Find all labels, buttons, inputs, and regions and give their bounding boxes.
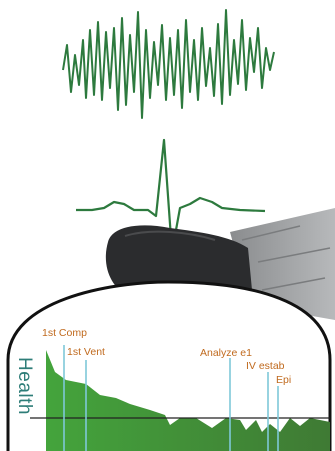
event-label-iv-estab: IV estab bbox=[246, 360, 285, 372]
health-area bbox=[46, 350, 330, 451]
event-label-1st-comp: 1st Comp bbox=[42, 327, 87, 339]
ecg-waveform bbox=[76, 138, 266, 254]
event-label-analyze: Analyze e1 bbox=[200, 347, 252, 359]
event-label-epi: Epi bbox=[276, 374, 292, 386]
event-label-1st-vent: 1st Vent bbox=[67, 346, 105, 358]
vfib-waveform bbox=[62, 9, 275, 119]
health-axis-label: Health bbox=[14, 357, 35, 415]
